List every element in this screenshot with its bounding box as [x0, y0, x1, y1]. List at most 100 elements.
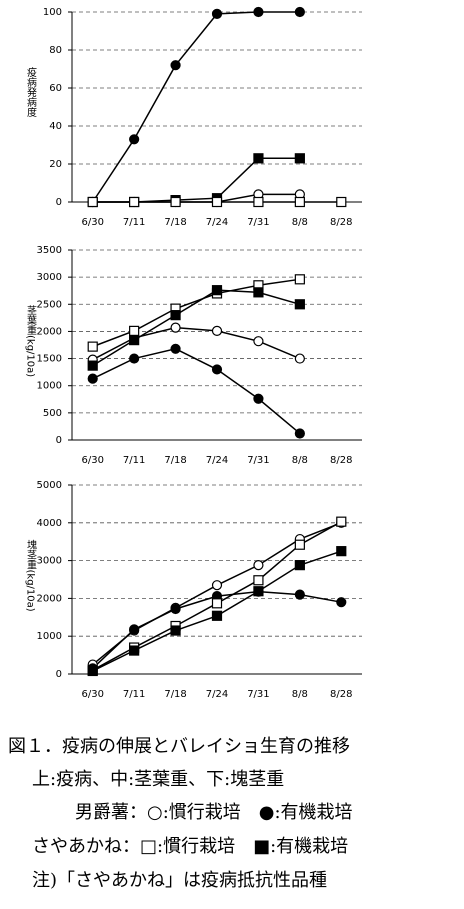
- point: [294, 299, 305, 310]
- series-line: [92, 193, 300, 203]
- caption-line: さやあかね：□:慣行栽培 ■:有機栽培: [32, 836, 348, 857]
- point: [294, 353, 305, 364]
- chart: 0 1000 2000 3000 4000 5000 6/30 7/11 7/18 7/24 7/3…: [25, 480, 362, 700]
- x-tick-label: 7/24: [206, 217, 228, 228]
- caption-title: 図１．疫病の伸展とバレイショ生育の推移: [8, 736, 350, 757]
- point: [336, 546, 347, 557]
- point: [253, 575, 264, 586]
- x-tick-label: 7/11: [123, 689, 145, 700]
- point: [294, 153, 305, 164]
- point: [170, 343, 181, 354]
- point: [129, 134, 140, 145]
- point: [294, 539, 305, 550]
- point: [253, 336, 264, 347]
- y-tick-label: 60: [49, 83, 62, 94]
- point: [129, 196, 140, 208]
- point: [129, 624, 140, 635]
- y-tick-label: 5000: [37, 480, 62, 491]
- point: [211, 325, 223, 336]
- y-tick-label: 3500: [37, 245, 62, 256]
- point: [211, 364, 223, 375]
- y-tick-label: 100: [43, 7, 62, 18]
- y-axis-label: 疫病発病度: [25, 66, 37, 118]
- point: [211, 610, 223, 621]
- chart: 0 500 1000 1500 2000 2500 3000 3500 6/30 7/11 7/18…: [25, 245, 362, 466]
- y-tick-label: 0: [56, 435, 62, 446]
- chart: 0 20 40 60 80 100 6/30 7/11 7/18 7/24 7/31 8/8 8/28 疫…: [25, 6, 362, 228]
- x-tick-label: 7/11: [123, 217, 145, 228]
- series-line: [92, 326, 301, 361]
- point: [253, 560, 264, 571]
- point: [87, 373, 98, 384]
- series-line: [92, 11, 300, 203]
- point: [170, 60, 181, 71]
- point: [87, 360, 98, 371]
- x-tick-label: 8/28: [330, 689, 352, 700]
- point: [211, 285, 223, 296]
- x-tick-label: 8/28: [330, 217, 352, 228]
- point: [129, 325, 140, 336]
- x-tick-label: 8/8: [292, 455, 308, 466]
- y-tick-label: 2000: [37, 593, 62, 604]
- y-tick-label: 3000: [37, 272, 62, 283]
- x-tick-label: 7/18: [164, 689, 186, 700]
- y-tick-label: 2500: [37, 299, 62, 310]
- point: [336, 196, 347, 208]
- caption-line: 注)「さやあかね」は疫病抵抗性品種: [32, 870, 327, 891]
- x-tick-label: 7/18: [164, 217, 186, 228]
- x-tick-label: 6/30: [81, 455, 103, 466]
- point: [129, 335, 140, 346]
- point: [170, 322, 181, 333]
- point: [336, 597, 347, 608]
- point: [253, 287, 264, 298]
- point: [294, 6, 305, 18]
- x-tick-label: 7/24: [206, 455, 228, 466]
- point: [294, 196, 305, 208]
- x-tick-label: 6/30: [81, 689, 103, 700]
- point: [170, 196, 181, 208]
- series-line: [92, 289, 301, 367]
- y-tick-label: 3000: [37, 556, 62, 567]
- point: [129, 353, 140, 364]
- point: [253, 153, 264, 164]
- y-tick-label: 2000: [37, 326, 62, 337]
- y-tick-label: 4000: [37, 518, 62, 529]
- point: [170, 625, 181, 636]
- y-tick-label: 500: [43, 408, 62, 419]
- caption-line: 上:疫病、中:茎葉重、下:塊茎重: [32, 769, 284, 790]
- point: [294, 274, 305, 285]
- point: [336, 516, 347, 527]
- point: [87, 665, 98, 677]
- y-tick-label: 0: [56, 197, 62, 208]
- point: [253, 393, 264, 404]
- point: [294, 560, 305, 571]
- x-tick-label: 7/24: [206, 689, 228, 700]
- y-tick-label: 40: [49, 121, 62, 132]
- point: [253, 196, 264, 208]
- x-tick-label: 7/11: [123, 455, 145, 466]
- point: [294, 589, 305, 600]
- series-line: [92, 278, 300, 348]
- point: [211, 598, 223, 609]
- point: [129, 645, 140, 656]
- y-axis-label: 塊茎重(kg/10a): [25, 538, 37, 611]
- y-axis-label: 茎葉重(kg/10a): [25, 305, 37, 377]
- point: [253, 586, 264, 597]
- x-tick-label: 8/28: [330, 455, 352, 466]
- x-tick-label: 7/18: [164, 455, 186, 466]
- x-tick-label: 8/8: [292, 689, 308, 700]
- point: [87, 196, 98, 208]
- y-tick-label: 0: [56, 669, 62, 680]
- x-tick-label: 7/31: [247, 455, 269, 466]
- y-tick-label: 20: [49, 159, 62, 170]
- y-tick-label: 1000: [37, 631, 62, 642]
- point: [253, 6, 264, 18]
- x-tick-label: 6/30: [81, 217, 103, 228]
- point: [294, 428, 305, 439]
- point: [211, 8, 223, 19]
- y-tick-label: 80: [49, 45, 62, 56]
- caption-line: 男爵薯：○:慣行栽培 ●:有機栽培: [75, 802, 353, 823]
- x-tick-label: 7/31: [247, 689, 269, 700]
